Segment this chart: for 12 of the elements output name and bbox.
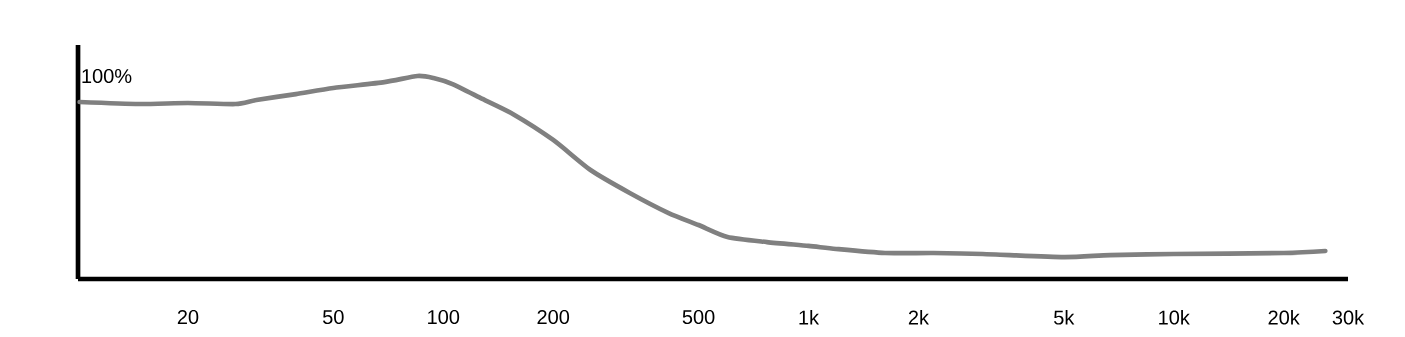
x-tick-label: 20k <box>1268 309 1300 325</box>
x-tick-label: 10k <box>1159 309 1190 325</box>
x-tick-label: 5k <box>1054 309 1075 325</box>
x-tick-label: 500 <box>682 309 715 325</box>
x-tick-label: 200 <box>537 309 570 325</box>
x-tick-label: 100 <box>428 309 460 325</box>
x-tick-label: 2k <box>908 309 930 325</box>
annotation: 100% <box>82 68 132 84</box>
x-tick-label: 20 <box>177 309 199 325</box>
x-tick-label: 50 <box>322 309 344 325</box>
x-tick-label: 30k <box>1332 309 1365 325</box>
x-tick-label: 1k <box>799 309 820 325</box>
